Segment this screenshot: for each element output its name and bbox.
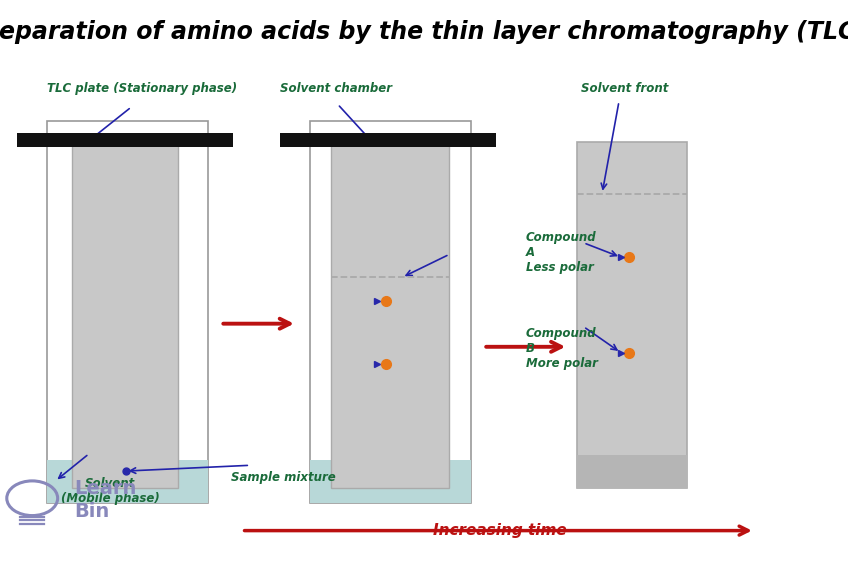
Text: Bin: Bin [75,502,110,521]
Text: Compound
A
Less polar: Compound A Less polar [526,231,596,274]
Bar [577,455,687,488]
Text: Learn: Learn [75,479,137,498]
Text: Solvent chamber: Solvent chamber [280,83,392,95]
Bar [310,460,471,503]
Bar [72,142,178,488]
Text: Solvent
(Mobile phase): Solvent (Mobile phase) [61,477,159,505]
Bar [331,142,449,488]
Text: Solvent front: Solvent front [581,83,668,95]
Text: Separation of amino acids by the thin layer chromatography (TLC): Separation of amino acids by the thin la… [0,20,848,45]
Text: Sample mixture: Sample mixture [231,471,336,484]
Text: Increasing time: Increasing time [433,523,567,538]
Bar [17,133,233,147]
Text: TLC plate (Stationary phase): TLC plate (Stationary phase) [47,83,237,95]
Bar [280,133,496,147]
Text: Compound
B
More polar: Compound B More polar [526,327,598,369]
Bar [47,121,208,503]
Bar [577,142,687,488]
Bar [310,121,471,503]
Bar [47,460,208,503]
